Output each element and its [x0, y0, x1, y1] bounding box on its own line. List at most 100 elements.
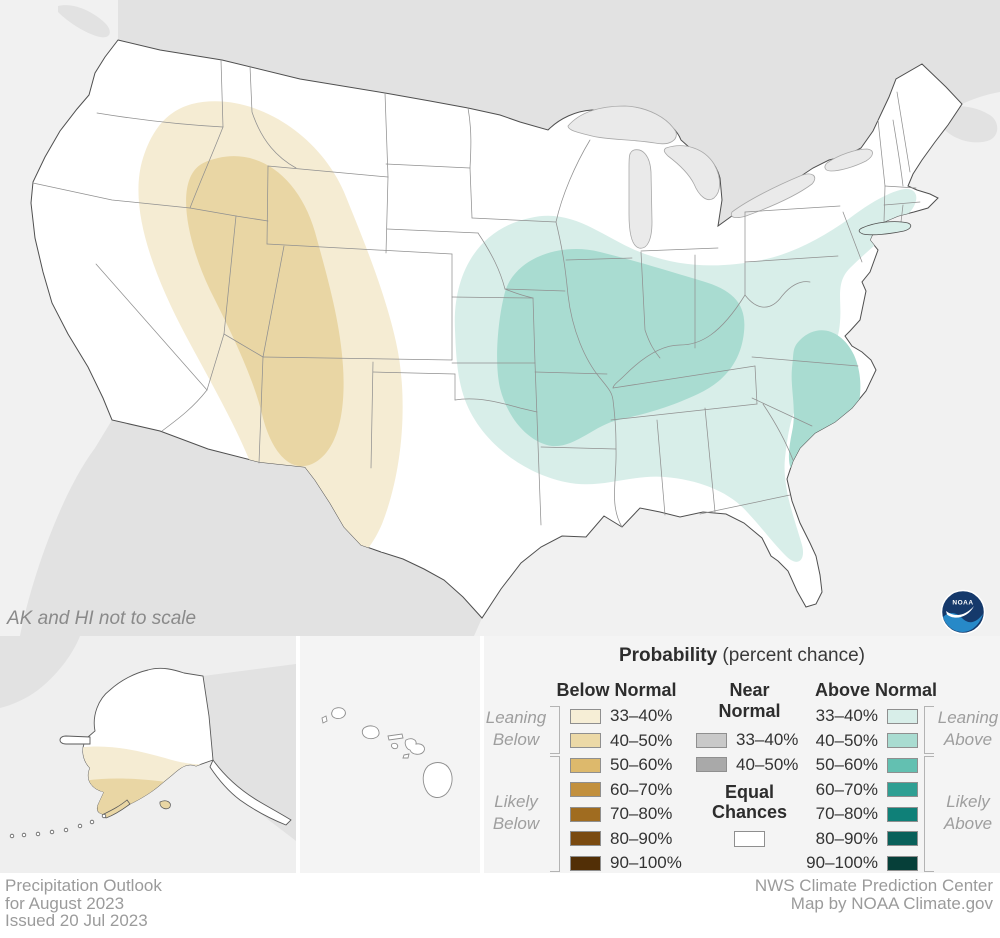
legend-range-label: 90–100%	[610, 853, 682, 873]
island-molokai	[387, 733, 404, 741]
legend-range-label: 70–80%	[815, 804, 878, 824]
below-normal-scale: 33–40% 40–50% 50–60% 60–70% 70–80% 80–90% 90–1…	[570, 704, 682, 873]
island-kauai	[331, 707, 346, 719]
legend-range-label: 80–90%	[815, 828, 878, 848]
state-borders	[32, 59, 921, 528]
lake-superior	[567, 105, 677, 145]
legend-swatch-above	[887, 733, 918, 749]
legend-row-above: 70–80%	[752, 802, 918, 827]
legend-range-label: 90–100%	[806, 853, 878, 873]
hawaii-inset-panel	[300, 636, 480, 873]
legend-range-label: 33–40%	[736, 730, 799, 750]
leaning-above-label: Leaning Above	[937, 708, 999, 749]
legend-title-bold: Probability	[618, 645, 718, 666]
island-niihau	[321, 715, 328, 724]
mexico-landmass	[20, 420, 482, 636]
legend-range-label: 40–50%	[610, 730, 673, 750]
legend-row-above: 50–60%	[752, 753, 918, 778]
legend-row-below: 50–60%	[570, 753, 682, 778]
insets-row: Probability (percent chance) Below Norma…	[0, 636, 1000, 873]
likely-above-bracket	[924, 756, 934, 872]
footer-period-line: for August 2023	[5, 893, 125, 913]
legend-panel: Probability (percent chance) Below Norma…	[484, 636, 1000, 873]
legend-swatch-below	[570, 708, 601, 724]
legend-range-label: 33–40%	[815, 706, 878, 726]
legend-swatch-below	[570, 855, 601, 871]
map-scale-note: AK and HI not to scale	[7, 608, 197, 629]
legend-title: Probability (percent chance)	[484, 645, 1000, 667]
conus-map-panel: AK and HI not to scale NOAA	[0, 0, 1000, 636]
legend-range-label: 70–80%	[610, 804, 673, 824]
alaska-panhandle	[209, 759, 292, 826]
legend-title-rest: (percent chance)	[717, 645, 866, 666]
legend-swatch-below	[570, 831, 601, 847]
legend-range-label: 60–70%	[610, 779, 673, 799]
legend-swatch-above	[887, 708, 918, 724]
legend-row-above: 40–50%	[752, 729, 918, 754]
legend-swatch-above	[887, 806, 918, 822]
legend-swatch-near	[696, 757, 727, 773]
legend-row-below: 33–40%	[570, 704, 682, 729]
legend-range-label: 60–70%	[815, 779, 878, 799]
legend-swatch-above	[887, 757, 918, 773]
legend-row-near: 33–40%	[696, 728, 798, 753]
alaska-inset-panel	[0, 636, 296, 873]
alaska-map	[0, 636, 296, 873]
legend-swatch-below	[570, 806, 601, 822]
legend-range-label: 40–50%	[815, 730, 878, 750]
legend-row-near: 40–50%	[696, 753, 798, 778]
legend-row-below: 90–100%	[570, 851, 682, 873]
above-normal-scale: 33–40% 40–50% 50–60% 60–70% 70–80% 80–90% 90–1…	[752, 704, 918, 873]
kodiak-island	[159, 800, 171, 810]
island-lanai	[391, 742, 399, 750]
lake-erie	[730, 173, 816, 219]
lake-michigan	[628, 149, 653, 249]
noaa-logo-icon: NOAA	[940, 589, 986, 635]
svg-text:NOAA: NOAA	[952, 600, 973, 607]
legend-range-label: 50–60%	[815, 755, 878, 775]
canada-landmass-ak	[203, 664, 296, 841]
great-lakes	[567, 105, 873, 249]
footer-left-text: Precipitation Outlook for August 2023 Is…	[5, 877, 162, 930]
leaning-below-label: Leaning Below	[485, 708, 547, 749]
legend-swatch-near	[696, 732, 727, 748]
footer: Precipitation Outlook for August 2023 Is…	[0, 873, 1000, 938]
legend-swatch-above	[887, 855, 918, 871]
island-maui	[404, 738, 425, 755]
lake-ontario	[824, 148, 873, 172]
legend-row-below: 60–70%	[570, 778, 682, 803]
below-normal-region-inner	[186, 156, 344, 467]
noaa-logo: NOAA	[940, 589, 986, 635]
legend-row-below: 70–80%	[570, 802, 682, 827]
hawaii-map	[300, 636, 480, 873]
legend-swatch-below	[570, 757, 601, 773]
footer-credit-line: Map by NOAA Climate.gov	[790, 893, 993, 913]
above-normal-region-inner	[497, 249, 745, 447]
canada-landmass	[118, 0, 1000, 226]
vancouver-island	[58, 5, 110, 38]
legend-swatch-above	[887, 782, 918, 798]
near-normal-header: Near Normal	[718, 680, 781, 721]
legend-range-label: 40–50%	[736, 754, 799, 774]
island-hawaii	[422, 762, 453, 798]
likely-below-label: Likely Below	[492, 792, 540, 833]
equal-chances-swatch	[734, 831, 765, 847]
legend-range-label: 33–40%	[610, 706, 673, 726]
legend-row-below: 80–90%	[570, 827, 682, 852]
russia-landmass	[0, 636, 80, 708]
leaning-below-bracket	[550, 706, 560, 754]
aleutian-islands	[9, 813, 107, 839]
legend-swatch-below	[570, 782, 601, 798]
seward-peninsula	[59, 735, 91, 745]
legend-swatch-below	[570, 733, 601, 749]
likely-above-label: Likely Above	[943, 792, 993, 833]
hawaiian-islands	[321, 707, 453, 798]
legend-row-above: 33–40%	[752, 704, 918, 729]
legend-row-above: 80–90%	[752, 827, 918, 852]
conus-map	[20, 0, 1000, 636]
island-oahu	[361, 725, 380, 740]
lake-huron	[663, 145, 721, 201]
near-normal-scale: 33–40% 40–50%	[696, 728, 798, 777]
below-normal-header: Below Normal	[556, 680, 677, 700]
legend-range-label: 50–60%	[610, 755, 673, 775]
